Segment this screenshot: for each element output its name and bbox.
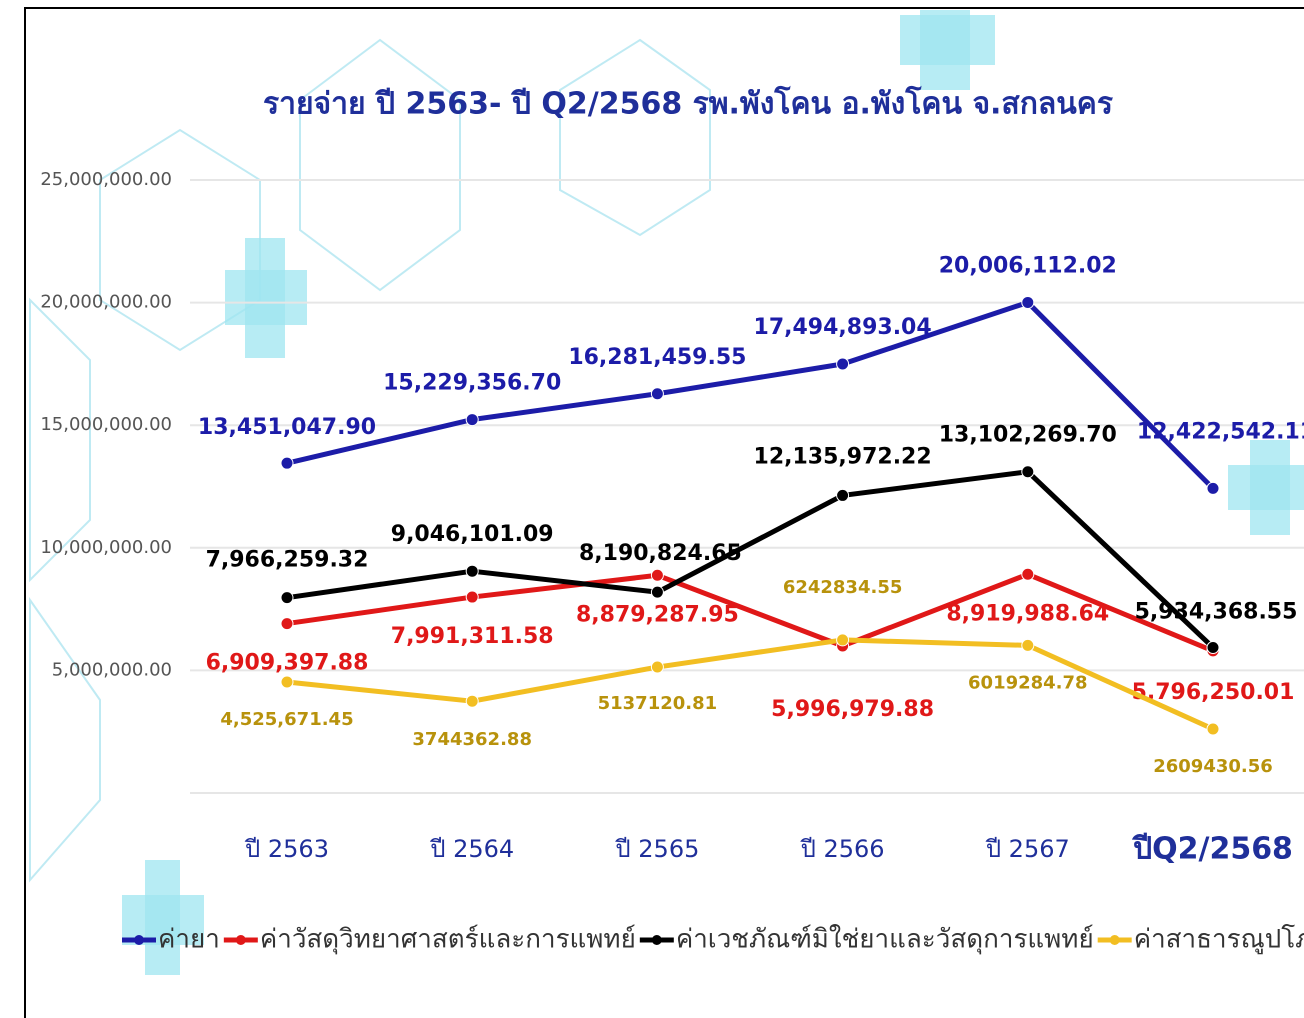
x-tick-label: ปี 2563 (244, 835, 329, 863)
data-label: 13,451,047.90 (198, 415, 376, 440)
point-marker (281, 592, 293, 604)
x-tick-label: ปี 2564 (429, 835, 514, 863)
y-tick-label: 5,000,000.00 (52, 659, 172, 680)
y-tick-label: 20,000,000.00 (40, 292, 172, 313)
point-marker (1022, 568, 1034, 580)
chart: รายจ่าย ปี 2563- ปี Q2/2568 รพ.พังโคน อ.… (0, 0, 1304, 1018)
data-label: 12,135,972.22 (754, 444, 932, 469)
point-marker (281, 676, 293, 688)
x-tick-label: ปี 2567 (985, 835, 1070, 863)
x-tick-label: ปี 2566 (800, 835, 885, 863)
y-tick-label: 15,000,000.00 (40, 414, 172, 435)
data-label: 15,229,356.70 (383, 371, 561, 396)
legend-label: ค่าสาธารณูปโภค (1134, 924, 1304, 955)
data-label: 6019284.78 (968, 672, 1088, 693)
data-label: 7,966,259.32 (206, 548, 369, 573)
x-tick-label: ปีQ2/2568 (1131, 832, 1293, 867)
data-label: 8,879,287.95 (576, 602, 739, 627)
data-label: 4,525,671.45 (220, 709, 353, 730)
data-label: 5,996,979.88 (771, 697, 934, 722)
data-label: 7,991,311.58 (391, 624, 554, 649)
point-marker (466, 591, 478, 603)
legend-marker (652, 935, 662, 945)
frame (25, 8, 1304, 1018)
point-marker (837, 634, 849, 646)
point-marker (837, 358, 849, 370)
data-label: 16,281,459.55 (568, 345, 746, 370)
data-label: 5,934,368.55 (1135, 599, 1298, 624)
data-label: 3744362.88 (412, 729, 532, 750)
data-label: 12,422,542.11 (1137, 419, 1304, 444)
legend-label: ค่าเวชภัณฑ์มิใช่ยาและวัสดุการแพทย์ (676, 925, 1094, 955)
data-label: 6,909,397.88 (206, 651, 369, 676)
y-tick-label: 10,000,000.00 (40, 537, 172, 558)
point-marker (466, 414, 478, 426)
point-marker (1207, 482, 1219, 494)
data-label: 17,494,893.04 (754, 315, 932, 340)
point-marker (1207, 723, 1219, 735)
data-label: 20,006,112.02 (939, 253, 1117, 278)
legend-marker (236, 935, 246, 945)
point-marker (466, 695, 478, 707)
data-label: 8,919,988.64 (946, 601, 1109, 626)
point-marker (837, 489, 849, 501)
point-marker (466, 565, 478, 577)
data-label: 5137120.81 (598, 693, 718, 714)
point-marker (651, 586, 663, 598)
x-tick-label: ปี 2565 (614, 835, 699, 863)
point-marker (1022, 466, 1034, 478)
point-marker (651, 569, 663, 581)
data-label: 8,190,824.65 (579, 541, 742, 566)
point-marker (651, 661, 663, 673)
data-label: 13,102,269.70 (939, 423, 1117, 448)
data-label: 2609430.56 (1153, 756, 1273, 777)
chart-title: รายจ่าย ปี 2563- ปี Q2/2568 รพ.พังโคน อ.… (263, 85, 1113, 122)
point-marker (651, 388, 663, 400)
point-marker (281, 618, 293, 630)
data-label: 9,046,101.09 (391, 522, 554, 547)
point-marker (1022, 296, 1034, 308)
point-marker (1022, 639, 1034, 651)
page: {"chart_data": {"type": "line", "title":… (0, 0, 1304, 1018)
legend-label: ค่ายา (158, 925, 220, 955)
legend-marker (134, 935, 144, 945)
legend-marker (1110, 935, 1120, 945)
point-marker (281, 457, 293, 469)
point-marker (1207, 641, 1219, 653)
y-tick-label: 25,000,000.00 (40, 169, 172, 190)
data-label: 6242834.55 (783, 577, 903, 598)
legend-label: ค่าวัสดุวิทยาศาสตร์และการแพทย์ (260, 925, 636, 955)
